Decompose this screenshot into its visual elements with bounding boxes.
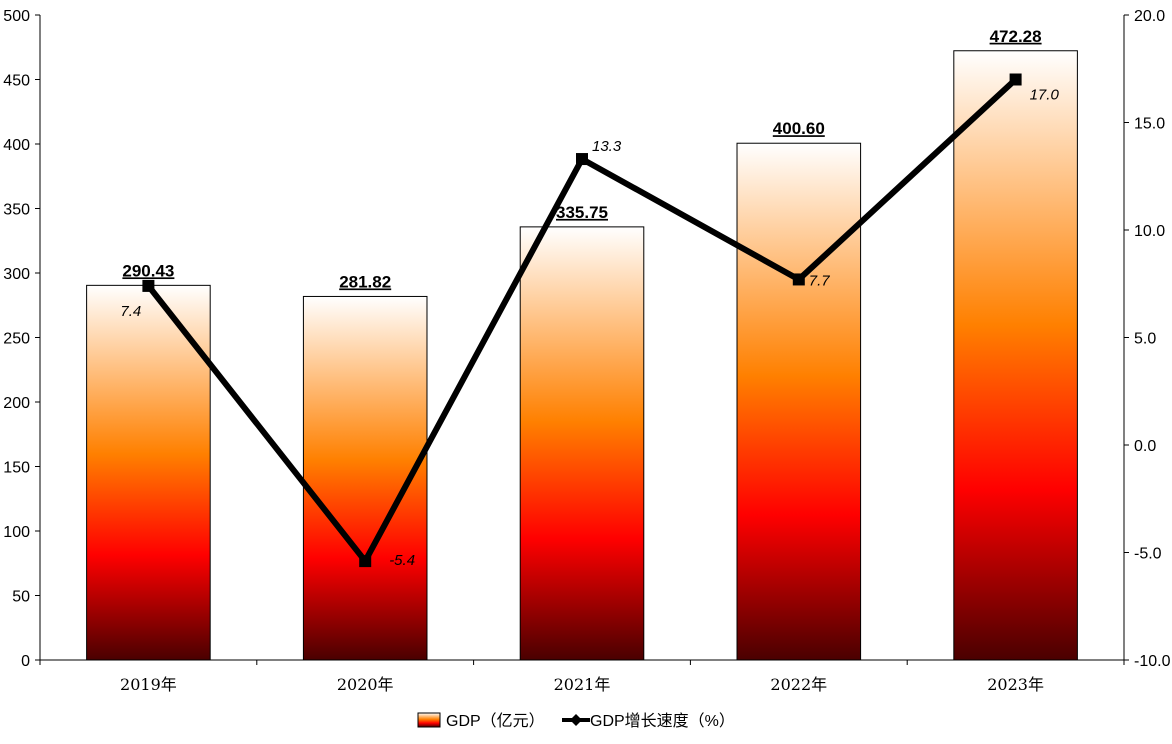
legend: GDP（亿元） GDP增长速度（%）: [417, 712, 735, 730]
growth-point: [1009, 73, 1022, 86]
y-right-tick-label: -10.0: [1134, 653, 1171, 670]
y-right-tick-label: 0.0: [1134, 438, 1156, 455]
y-left-tick-label: 350: [3, 202, 30, 219]
y-right-tick-label: 15.0: [1134, 116, 1165, 133]
y-left-tick-label: 250: [3, 331, 30, 348]
x-tick-label: 2021年: [554, 675, 611, 694]
growth-point-label: 17.0: [1030, 87, 1060, 104]
gdp-bar-label: 290.43: [122, 261, 174, 280]
y-left-tick-label: 300: [3, 266, 30, 283]
growth-point-label: -5.4: [389, 552, 415, 569]
y-left-tick-label: 450: [3, 73, 30, 90]
legend-line-label: GDP增长速度（%）: [590, 712, 735, 730]
gdp-bar-label: 472.28: [990, 27, 1042, 46]
legend-bar-swatch: [417, 712, 441, 728]
growth-point-label: 13.3: [592, 138, 622, 155]
y-left-tick-label: 200: [3, 395, 30, 412]
gdp-bar-label: 335.75: [556, 203, 608, 222]
x-tick-label: 2020年: [337, 675, 394, 694]
y-left-tick-label: 500: [3, 8, 30, 25]
growth-point: [359, 555, 372, 568]
gdp-bar: [519, 226, 645, 661]
y-left-tick-label: 150: [3, 460, 30, 477]
x-tick-label: 2022年: [770, 675, 827, 694]
gdp-bar-label: 400.60: [773, 119, 825, 138]
growth-point: [792, 273, 805, 286]
y-left-tick-label: 100: [3, 524, 30, 541]
y-left-tick-label: 400: [3, 137, 30, 154]
y-right-tick-label: 10.0: [1134, 223, 1165, 240]
legend-bar-label: GDP（亿元）: [446, 712, 545, 730]
bars-group: [86, 50, 1078, 661]
gdp-bar: [302, 295, 428, 661]
x-tick-label: 2019年: [120, 675, 177, 694]
y-left-tick-label: 50: [12, 589, 30, 606]
growth-point: [576, 153, 588, 166]
legend-line-marker: [570, 714, 582, 726]
gdp-bar: [86, 284, 211, 661]
axes-group: 0 50 100 150 200 250 300 350 400 450 500 -10.0 -5.0 0…: [3, 8, 1170, 694]
y-left-tick-label: 0: [21, 653, 30, 670]
gdp-bar: [736, 142, 862, 661]
gdp-bar-label: 281.82: [339, 272, 391, 291]
growth-point-label: 7.7: [809, 272, 831, 289]
y-right-tick-label: -5.0: [1134, 546, 1162, 563]
y-right-tick-label: 5.0: [1134, 331, 1156, 348]
y-right-tick-label: 20.0: [1134, 8, 1165, 25]
line-group: [142, 73, 1022, 568]
x-tick-label: 2023年: [987, 675, 1044, 694]
growth-point-label: 7.4: [120, 303, 141, 320]
labels-group: 290.43 281.82 335.75 400.60 472.28 7.4 -5.4 13.…: [120, 27, 1059, 569]
growth-point: [142, 279, 155, 292]
gdp-bar: [953, 50, 1078, 661]
